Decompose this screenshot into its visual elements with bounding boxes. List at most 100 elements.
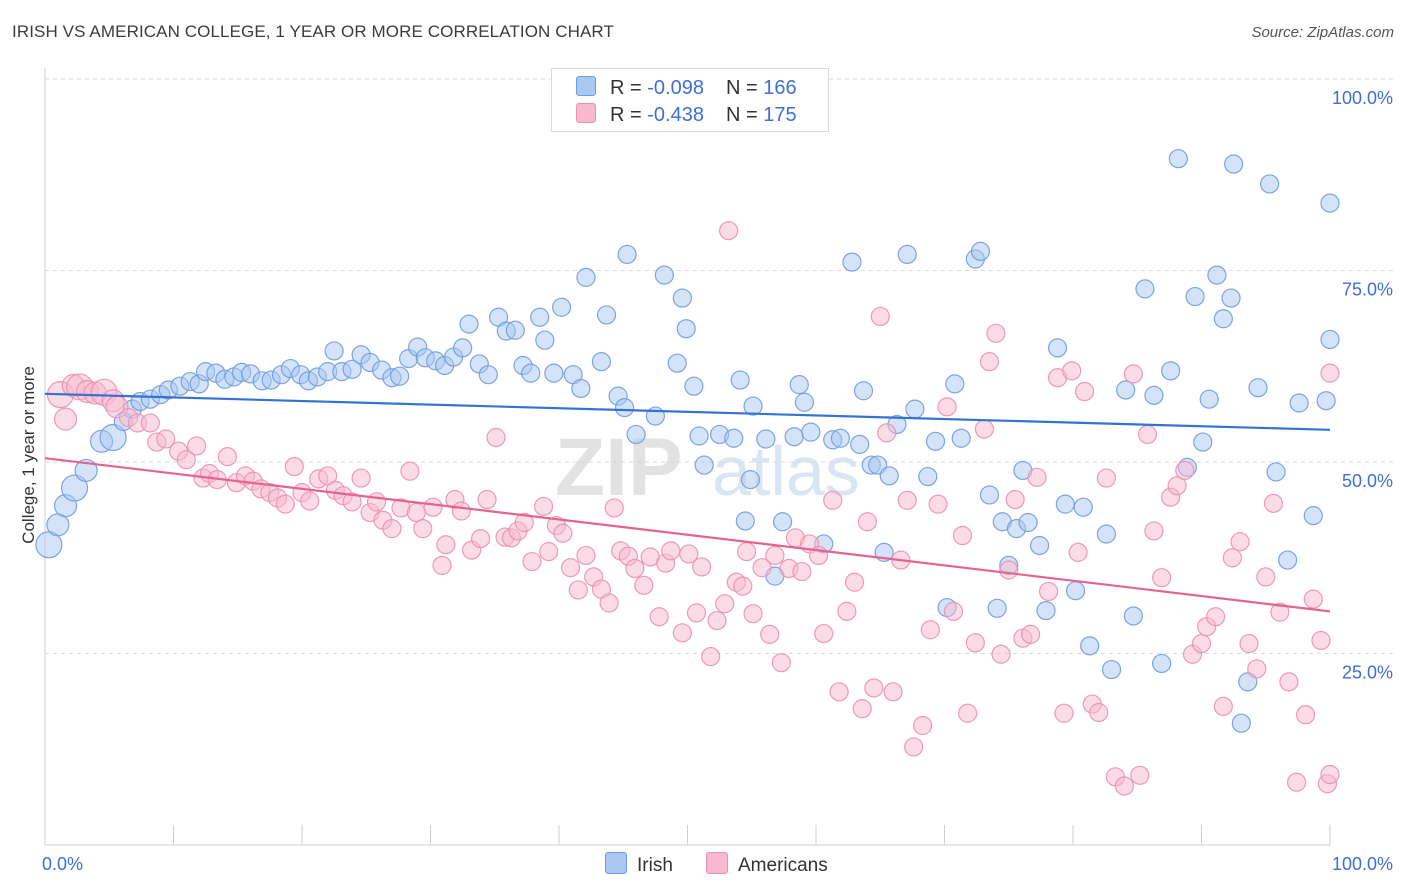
american-point [366, 492, 387, 512]
american-point [156, 429, 176, 449]
american-point [743, 604, 763, 624]
american-point [904, 737, 924, 757]
irish-point [672, 288, 692, 308]
american-point [176, 450, 196, 470]
irish-point [535, 330, 555, 350]
irish-point [1073, 497, 1093, 517]
irish-swatch [576, 76, 596, 96]
irish-point [730, 370, 750, 390]
legend-irish-n-value: 166 [763, 77, 797, 99]
axes [44, 68, 1331, 846]
irish-point [724, 428, 744, 448]
legend-americans-n-label: N = [725, 104, 764, 126]
american-point [986, 323, 1006, 343]
american-point [999, 560, 1019, 580]
american-point [771, 653, 791, 673]
irish-point [987, 598, 1007, 618]
irish-point [614, 398, 635, 418]
irish-point [596, 305, 617, 325]
american-point [792, 561, 812, 582]
y-tick-label: 25.0% [1342, 663, 1393, 683]
american-point [1213, 696, 1233, 716]
american-point [1005, 489, 1025, 510]
irish-point [1303, 506, 1323, 526]
irish-point [842, 252, 862, 272]
irish-point [459, 314, 479, 334]
irish-point [342, 359, 362, 379]
irish-point [478, 365, 498, 385]
irish-point [1123, 606, 1143, 626]
irish-point [1096, 524, 1117, 544]
american-point [1279, 672, 1299, 692]
irish-point [789, 375, 809, 395]
irish-point [1277, 550, 1298, 570]
american-point [625, 558, 645, 579]
irish-point [905, 399, 925, 419]
irish-point [654, 265, 674, 285]
americans-swatch [576, 103, 596, 123]
irish-point [626, 424, 646, 445]
correlation-legend: R = -0.098 N = 166 R = -0.438 N = 175 [551, 68, 829, 132]
irish-point [1080, 636, 1100, 656]
trend-lines [44, 392, 1331, 613]
american-point [634, 575, 654, 595]
irish-point [591, 352, 612, 372]
bottom-irish-swatch [605, 852, 627, 874]
american-point [952, 525, 973, 546]
irish-point [951, 428, 971, 448]
irish-point [60, 474, 89, 502]
legend-row-irish: R = -0.098 N = 166 [576, 76, 797, 99]
irish-point [1101, 659, 1122, 680]
y-tick-label: 50.0% [1342, 471, 1393, 491]
american-point [514, 512, 534, 533]
irish-point [925, 431, 946, 451]
irish-point [830, 428, 851, 448]
irish-trend-line [44, 392, 1331, 431]
american-point [1130, 765, 1150, 785]
american-point [870, 306, 890, 327]
bottom-legend-americans-label: Americans [738, 855, 828, 876]
american-point [413, 519, 433, 539]
irish-point [1029, 535, 1050, 556]
american-point [1089, 702, 1109, 723]
legend-row-americans: R = -0.438 N = 175 [576, 103, 797, 126]
irish-point [897, 244, 917, 265]
american-point [974, 419, 994, 439]
american-point [471, 528, 491, 549]
irish-point [521, 363, 541, 383]
bottom-legend-irish: Irish [605, 852, 673, 877]
american-point [1068, 542, 1088, 562]
irish-point [1193, 432, 1213, 452]
american-point [679, 544, 699, 564]
irish-point [740, 470, 761, 490]
irish-point [1065, 581, 1086, 601]
american-point [1222, 548, 1242, 568]
american-point [477, 489, 497, 510]
american-point [1062, 361, 1082, 381]
american-point [701, 646, 721, 667]
american-point [965, 633, 985, 653]
irish-point [1144, 385, 1164, 405]
irish-point [801, 422, 821, 442]
irish-point [1289, 393, 1309, 413]
american-point [1286, 772, 1307, 792]
american-point [604, 498, 624, 518]
irish-point [1221, 288, 1241, 308]
irish-point [1207, 265, 1227, 285]
american-point [382, 519, 402, 539]
american-point [852, 699, 872, 719]
american-point [1175, 460, 1195, 481]
american-point [451, 501, 471, 521]
american-point [1247, 659, 1267, 679]
american-point [217, 447, 238, 467]
bottom-legend-irish-label: Irish [637, 855, 673, 876]
x-tick-label: 100.0% [1332, 854, 1393, 874]
irish-point [1238, 672, 1258, 692]
american-point [1054, 703, 1074, 723]
american-point [913, 715, 933, 736]
american-point [733, 576, 753, 596]
american-point [707, 610, 727, 631]
american-point [686, 603, 707, 623]
american-point [1144, 521, 1164, 541]
irish-point [390, 366, 410, 386]
